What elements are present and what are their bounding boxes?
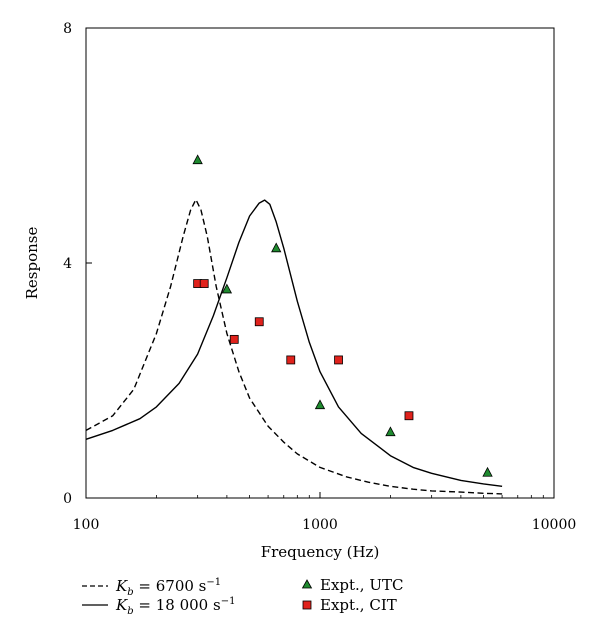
- legend-item-cit: Expt., CIT: [302, 596, 397, 614]
- x-axis-label: Frequency (Hz): [261, 543, 380, 561]
- legend-item-dashed: Kb = 6700 s−1: [82, 577, 221, 598]
- cit-data-point: [199, 279, 209, 288]
- x-tick-label: 100: [73, 517, 100, 533]
- utc-data-point: [192, 154, 203, 165]
- legend-dashed-label: Kb = 6700 s−1: [115, 577, 221, 598]
- cit-data-point: [229, 334, 239, 344]
- y-tick-label: 4: [63, 256, 72, 272]
- y-tick-label: 8: [63, 21, 72, 37]
- legend-square-marker: [302, 600, 312, 610]
- legend-item-utc: Expt., UTC: [301, 576, 403, 594]
- utc-data-point: [221, 283, 233, 294]
- utc-data-point: [385, 426, 396, 437]
- x-tick-label: 10000: [532, 517, 577, 533]
- legend-utc-label: Expt., UTC: [320, 576, 403, 594]
- x-tick-label: 1000: [302, 517, 338, 533]
- cit-data-point: [334, 355, 343, 365]
- series-markers: [192, 154, 493, 477]
- y-tick-label: 0: [63, 491, 72, 507]
- utc-data-point: [314, 399, 326, 410]
- legend: Kb = 6700 s−1 Kb = 18 000 s−1 Expt., UTC…: [82, 576, 403, 617]
- cit-data-point: [286, 355, 296, 365]
- plot-area: 100 1000 10000 0 4 8: [63, 21, 576, 533]
- cit-data-point: [254, 317, 264, 327]
- legend-item-solid: Kb = 18 000 s−1: [82, 596, 235, 617]
- plot-frame: [85, 27, 555, 499]
- series-lines: [85, 198, 503, 495]
- legend-cit-label: Expt., CIT: [320, 596, 397, 614]
- dashed-series-line: [85, 198, 503, 495]
- solid-series-line: [85, 199, 503, 487]
- y-axis-label: Response: [23, 227, 41, 300]
- legend-triangle-marker: [301, 579, 313, 589]
- cit-data-point: [404, 411, 414, 421]
- utc-data-point: [482, 466, 493, 477]
- utc-data-point: [271, 242, 282, 253]
- legend-solid-label: Kb = 18 000 s−1: [115, 596, 235, 617]
- axis-ticks: 100 1000 10000 0 4 8: [63, 21, 576, 533]
